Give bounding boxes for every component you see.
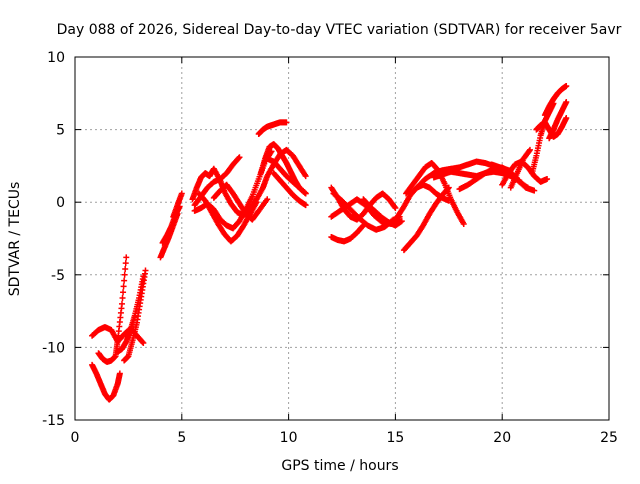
series-s26: [400, 184, 452, 254]
series-s18: [264, 155, 309, 197]
x-tick-label: 15: [386, 430, 404, 446]
x-tick-label: 10: [280, 430, 298, 446]
data-point: [391, 203, 398, 210]
series-s3: [95, 254, 130, 365]
x-axis-label: GPS time / hours: [281, 458, 398, 474]
y-axis-label: SDTVAR / TECUs: [7, 182, 23, 297]
data-point: [178, 190, 185, 197]
data-point: [526, 146, 533, 153]
series-s20: [328, 222, 367, 245]
data-point: [283, 119, 290, 126]
y-tick-label: -15: [42, 413, 65, 429]
data-point: [460, 220, 467, 227]
data-point: [119, 295, 126, 302]
x-tick-label: 5: [177, 430, 186, 446]
y-tick-label: 5: [56, 123, 65, 139]
data-point: [444, 185, 451, 192]
data-point: [563, 114, 570, 121]
series-s32: [507, 146, 533, 191]
series-s36: [546, 99, 570, 142]
data-point: [235, 155, 242, 162]
data-point: [142, 267, 149, 274]
data-point: [122, 265, 129, 272]
data-point: [398, 218, 405, 225]
data-point: [253, 199, 260, 206]
series-s19: [328, 184, 399, 223]
data-point: [302, 173, 309, 180]
series-s4: [121, 267, 149, 364]
y-tick-label: -10: [42, 340, 65, 356]
data-point: [302, 190, 309, 197]
data-point: [563, 83, 570, 90]
series-s35: [541, 83, 570, 119]
series-s1: [89, 361, 123, 403]
points-layer: [89, 83, 570, 403]
x-tick-label: 0: [71, 430, 80, 446]
data-point: [236, 154, 243, 161]
y-tick-label: 10: [47, 50, 65, 66]
y-tick-label: 0: [56, 195, 65, 211]
series-s23: [360, 196, 405, 229]
data-point: [121, 277, 128, 284]
data-point: [118, 300, 125, 307]
data-point: [140, 273, 147, 280]
data-point: [140, 340, 147, 347]
data-point: [120, 289, 127, 296]
data-point: [563, 99, 570, 106]
data-point: [116, 370, 123, 377]
series-s5: [114, 273, 147, 355]
data-point: [123, 254, 130, 261]
series-s8: [170, 190, 185, 220]
y-tick-label: -5: [51, 268, 65, 284]
data-point: [531, 187, 538, 194]
data-point: [264, 196, 271, 203]
chart-title: Day 088 of 2026, Sidereal Day-to-day VTE…: [57, 22, 622, 38]
data-point: [302, 202, 309, 209]
series-s10: [191, 154, 243, 209]
data-point: [122, 260, 129, 267]
data-point: [120, 283, 127, 290]
plot-frame: [74, 56, 610, 421]
data-point: [139, 339, 146, 346]
data-point: [445, 184, 452, 191]
series-s13: [210, 181, 271, 223]
data-point: [121, 271, 128, 278]
x-tick-label: 20: [493, 430, 511, 446]
data-point: [526, 148, 533, 155]
series-s14: [255, 119, 290, 137]
data-point: [392, 205, 399, 212]
series-s17: [270, 170, 309, 209]
series-s25: [403, 159, 467, 227]
series-s34: [533, 114, 570, 140]
x-tick-label: 25: [600, 430, 618, 446]
data-point: [544, 175, 551, 182]
